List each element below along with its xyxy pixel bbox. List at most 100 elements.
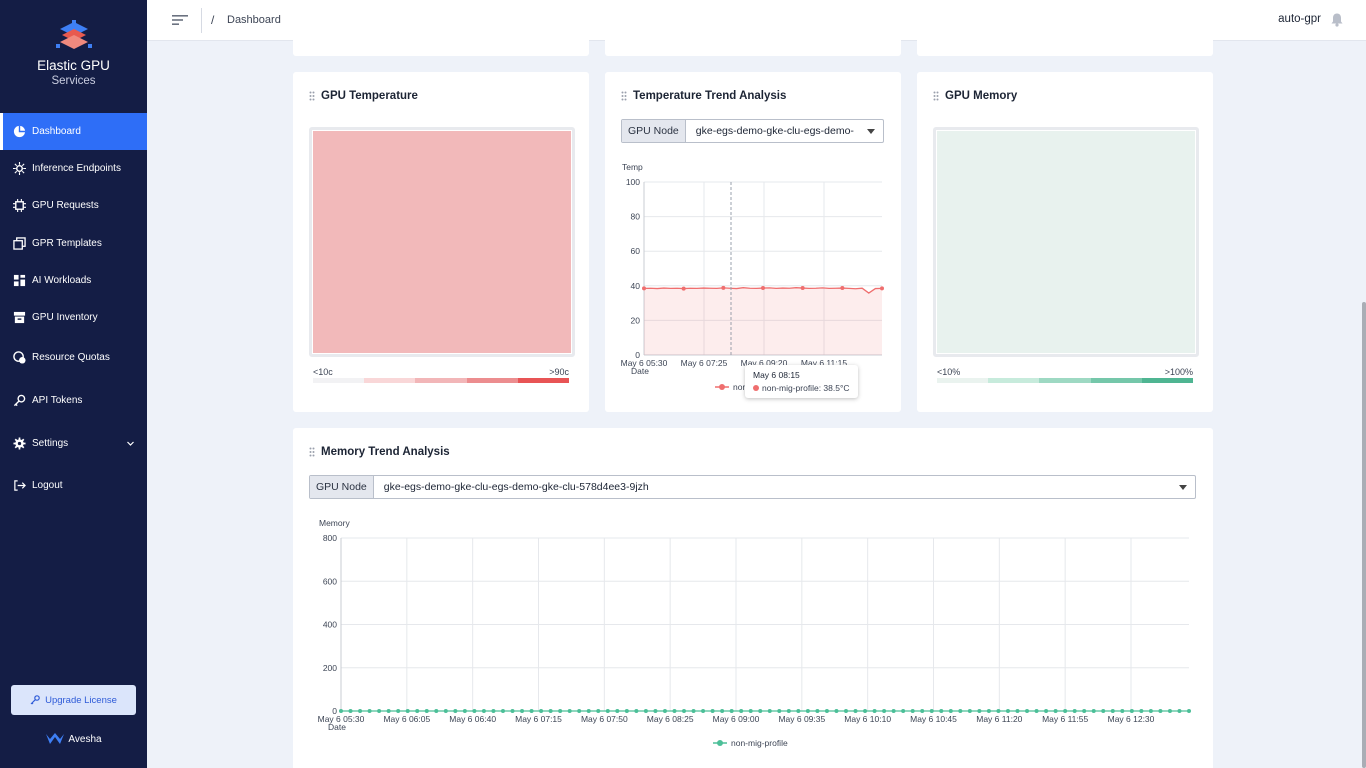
data-point bbox=[939, 709, 944, 713]
y-tick-label: 80 bbox=[631, 212, 641, 222]
data-point bbox=[520, 709, 525, 713]
data-point bbox=[1044, 709, 1049, 713]
templates-icon bbox=[12, 237, 26, 251]
data-point bbox=[653, 709, 658, 713]
data-point bbox=[615, 709, 620, 713]
x-tick-label: May 6 06:40 bbox=[449, 714, 496, 724]
data-point bbox=[396, 709, 401, 713]
sidebar-item-inference-endpoints[interactable]: Inference Endpoints bbox=[0, 150, 147, 187]
x-axis-label: Date bbox=[631, 366, 649, 376]
gpu-temperature-card: GPU Temperature <10c >90c bbox=[293, 72, 589, 412]
data-point bbox=[405, 709, 410, 713]
data-point bbox=[424, 709, 429, 713]
sidebar-item-gpu-inventory[interactable]: GPU Inventory bbox=[0, 299, 147, 336]
sidebar-item-gpu-requests[interactable]: GPU Requests bbox=[0, 187, 147, 224]
tooltip-time: May 6 08:15 bbox=[753, 370, 800, 380]
gpu-node-select[interactable]: GPU Node gke-egs-demo-gke-clu-egs-demo-g… bbox=[309, 475, 1196, 499]
chevron-down-icon bbox=[127, 441, 134, 446]
data-point bbox=[720, 709, 725, 713]
data-point bbox=[834, 709, 839, 713]
memory-heatmap-cell[interactable] bbox=[937, 131, 1195, 353]
logout-icon bbox=[12, 479, 26, 493]
data-point bbox=[1187, 709, 1191, 713]
data-point bbox=[443, 709, 448, 713]
sidebar-item-settings[interactable]: Settings bbox=[0, 425, 147, 462]
sidebar-item-logout[interactable]: Logout bbox=[0, 467, 147, 504]
drag-handle-icon[interactable] bbox=[933, 91, 939, 101]
x-tick-label: May 6 07:50 bbox=[581, 714, 628, 724]
x-tick-label: May 6 10:10 bbox=[844, 714, 891, 724]
sidebar-item-api-tokens[interactable]: API Tokens bbox=[0, 382, 147, 419]
data-point bbox=[462, 709, 467, 713]
data-point bbox=[634, 709, 639, 713]
sidebar-item-gpr-templates[interactable]: GPR Templates bbox=[0, 225, 147, 262]
key-icon bbox=[30, 695, 40, 705]
drag-handle-icon[interactable] bbox=[621, 91, 627, 101]
data-point bbox=[929, 709, 934, 713]
y-tick-label: 200 bbox=[323, 663, 337, 673]
data-point bbox=[681, 286, 686, 291]
avesha-logo-icon bbox=[46, 733, 65, 744]
gpu-node-select[interactable]: GPU Node gke-egs-demo-gke-clu-egs-demo- bbox=[621, 119, 884, 143]
x-tick-label: May 6 09:35 bbox=[778, 714, 825, 724]
data-point bbox=[386, 709, 391, 713]
legend-min-label: <10c bbox=[313, 367, 333, 377]
data-point bbox=[642, 286, 646, 291]
sidebar-item-resource-quotas[interactable]: Resource Quotas bbox=[0, 339, 147, 376]
data-point bbox=[761, 286, 765, 291]
drag-handle-icon[interactable] bbox=[309, 91, 315, 101]
caret-down-icon bbox=[867, 129, 875, 134]
data-point bbox=[643, 709, 648, 713]
data-point bbox=[558, 709, 563, 713]
upgrade-license-label: Upgrade License bbox=[45, 694, 117, 706]
series-dot-icon bbox=[753, 385, 759, 391]
series-marker-icon bbox=[715, 384, 729, 390]
x-tick-label: May 6 11:20 bbox=[976, 714, 1022, 724]
memory-legend[interactable]: non-mig-profile bbox=[713, 738, 788, 748]
drag-handle-icon[interactable] bbox=[309, 447, 315, 457]
data-point bbox=[748, 709, 753, 713]
sidebar-item-label: Inference Endpoints bbox=[32, 163, 121, 174]
chart-tooltip: May 6 08:15 non-mig-profile: 38.5°C bbox=[745, 365, 858, 398]
y-axis-label: Memory bbox=[319, 518, 350, 528]
page-scrollbar[interactable] bbox=[1362, 302, 1366, 768]
data-point bbox=[367, 709, 372, 713]
data-point bbox=[1025, 709, 1030, 713]
breadcrumb[interactable]: Dashboard bbox=[227, 14, 281, 26]
legend-max-label: >90c bbox=[549, 367, 569, 377]
data-point bbox=[1053, 709, 1058, 713]
data-point bbox=[777, 709, 782, 713]
x-tick-label: May 6 05:30 bbox=[318, 714, 365, 724]
data-point bbox=[824, 709, 829, 713]
temperature-legend-scale bbox=[313, 378, 570, 383]
legend-min-label: <10% bbox=[937, 367, 961, 377]
temperature-legend[interactable]: non bbox=[715, 382, 747, 392]
memory-legend-scale bbox=[937, 378, 1194, 383]
data-point bbox=[901, 709, 906, 713]
endpoint-icon bbox=[12, 162, 26, 176]
data-point bbox=[567, 709, 572, 713]
data-point bbox=[539, 709, 544, 713]
data-point bbox=[800, 286, 805, 291]
tooltip-value: non-mig-profile: 38.5°C bbox=[762, 383, 850, 393]
data-point bbox=[500, 709, 505, 713]
menu-toggle-icon[interactable] bbox=[172, 13, 188, 27]
y-axis-label: Temp bbox=[622, 162, 643, 172]
sidebar-item-label: Settings bbox=[32, 438, 69, 449]
y-tick-label: 600 bbox=[323, 576, 337, 586]
memory-trend-card: Memory Trend Analysis GPU Node gke-egs-d… bbox=[293, 428, 1213, 768]
sidebar-item-ai-workloads[interactable]: AI Workloads bbox=[0, 262, 147, 299]
user-name[interactable]: auto-gpr bbox=[1278, 13, 1321, 25]
sidebar-item-dashboard[interactable]: Dashboard bbox=[0, 113, 147, 150]
data-point bbox=[624, 709, 629, 713]
temperature-heatmap-cell[interactable] bbox=[313, 131, 571, 353]
upgrade-license-button[interactable]: Upgrade License bbox=[11, 685, 136, 715]
gear-icon bbox=[12, 437, 26, 451]
data-point bbox=[1120, 709, 1125, 713]
gpu-node-value: gke-egs-demo-gke-clu-egs-demo- bbox=[695, 125, 854, 137]
bell-icon[interactable] bbox=[1330, 12, 1344, 27]
brand-title: Elastic GPU bbox=[37, 58, 110, 73]
data-point bbox=[529, 709, 534, 713]
footer-brand: Avesha bbox=[0, 732, 147, 746]
y-tick-label: 0 bbox=[635, 350, 640, 360]
